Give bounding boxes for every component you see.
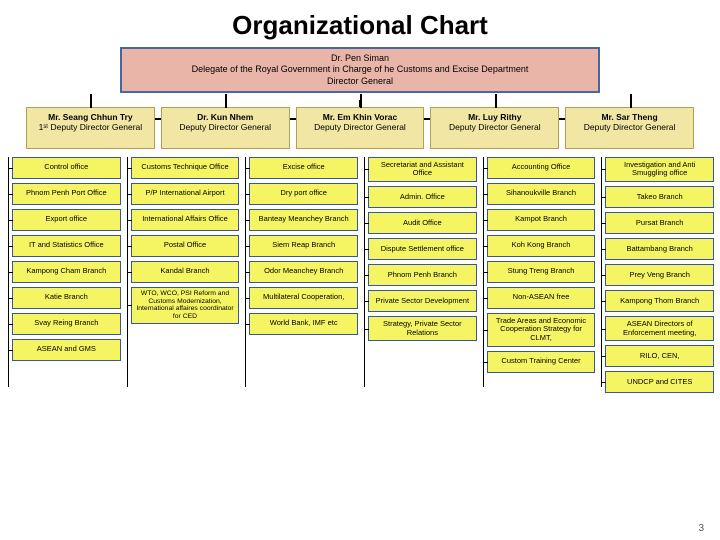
org-item: Phnom Penh Branch [368,264,477,286]
org-item: Strategy, Private Sector Relations [368,316,477,341]
deputy-box: Mr. Luy Rithy Deputy Director General [430,107,559,149]
org-item: Admin. Office [368,186,477,208]
deputy-box: Mr. Seang Chhun Try 1ˢᵗ Deputy Director … [26,107,155,149]
column-0: Control office Phnom Penh Port Office Expo… [6,157,121,394]
deputy-box: Dr. Kun Nhem Deputy Director General [161,107,290,149]
org-item: World Bank, IMF etc [249,313,358,335]
org-item: Customs Technique Office [131,157,240,179]
org-item: Non-ASEAN free [487,287,596,309]
deputy-name: Mr. Seang Chhun Try [29,112,152,123]
org-item: Pursat Branch [605,212,714,234]
deputy-box: Mr. Em Khin Vorac Deputy Director Genera… [296,107,425,149]
deputy-role: Deputy Director General [299,122,422,133]
deputy-role: Deputy Director General [568,122,691,133]
org-item: Stung Treng Branch [487,261,596,283]
org-item: Custom Training Center [487,351,596,373]
dg-name: Dr. Pen Siman [331,53,389,63]
org-item: RILO, CEN, [605,345,714,367]
deputy-name: Mr. Luy Rithy [433,112,556,123]
org-item: WTO, WCO, PSI Reform and Customs Moderni… [131,287,240,324]
org-item: Svay Reing Branch [12,313,121,335]
deputy-box: Mr. Sar Theng Deputy Director General [565,107,694,149]
org-item: Banteay Meanchey Branch [249,209,358,231]
column-5: Investigation and Anti Smuggling office T… [599,157,714,394]
org-item: Kampot Branch [487,209,596,231]
org-item: Katie Branch [12,287,121,309]
deputy-name: Mr. Em Khin Vorac [299,112,422,123]
org-item: Postal Office [131,235,240,257]
org-item: Private Sector Development [368,290,477,312]
dg-delegate: Delegate of the Royal Government in Char… [192,64,529,74]
org-item: Sihanoukville Branch [487,183,596,205]
org-item: P/P International Airport [131,183,240,205]
org-item: ASEAN Directors of Enforcement meeting, [605,316,714,341]
deputy-name: Dr. Kun Nhem [164,112,287,123]
org-item: Phnom Penh Port Office [12,183,121,205]
column-1: Customs Technique Office P/P Internationa… [125,157,240,394]
org-item: Siem Reap Branch [249,235,358,257]
org-item: Excise office [249,157,358,179]
org-item: Odor Meanchey Branch [249,261,358,283]
org-item: Multilateral Cooperation, [249,287,358,309]
org-item: Kampong Thom Branch [605,290,714,312]
deputies-row: Mr. Seang Chhun Try 1ˢᵗ Deputy Director … [0,107,720,149]
org-item: Dispute Settlement office [368,238,477,260]
org-item: Investigation and Anti Smuggling office [605,157,714,182]
org-item: Prey Veng Branch [605,264,714,286]
org-item: Kandal Branch [131,261,240,283]
deputy-role: Deputy Director General [433,122,556,133]
page-title: Organizational Chart [0,0,720,47]
org-item: Trade Areas and Economic Cooperation Str… [487,313,596,347]
dg-role: Director General [327,76,393,86]
org-item: International Affairs Office [131,209,240,231]
deputy-role: 1ˢᵗ Deputy Director General [29,122,152,133]
page-number: 3 [698,523,704,534]
org-item: Control office [12,157,121,179]
org-item: Dry port office [249,183,358,205]
column-2: Excise office Dry port office Banteay Mean… [243,157,358,394]
org-item: IT and Statistics Office [12,235,121,257]
org-item: UNDCP and CITES [605,371,714,393]
org-item: Export office [12,209,121,231]
org-item: Battambang Branch [605,238,714,260]
org-item: Accounting Office [487,157,596,179]
org-item: Koh Kong Branch [487,235,596,257]
column-4: Accounting Office Sihanoukville Branch Kam… [481,157,596,394]
org-item: Secretariat and Assistant Office [368,157,477,182]
column-3: Secretariat and Assistant Office Admin. O… [362,157,477,394]
deputy-role: Deputy Director General [164,122,287,133]
org-item: ASEAN and GMS [12,339,121,361]
columns-container: Control office Phnom Penh Port Office Expo… [0,157,720,394]
org-item: Audit Office [368,212,477,234]
deputy-name: Mr. Sar Theng [568,112,691,123]
org-item: Kampong Cham Branch [12,261,121,283]
org-item: Takeo Branch [605,186,714,208]
director-general-box: Dr. Pen Siman Delegate of the Royal Gove… [120,47,600,93]
